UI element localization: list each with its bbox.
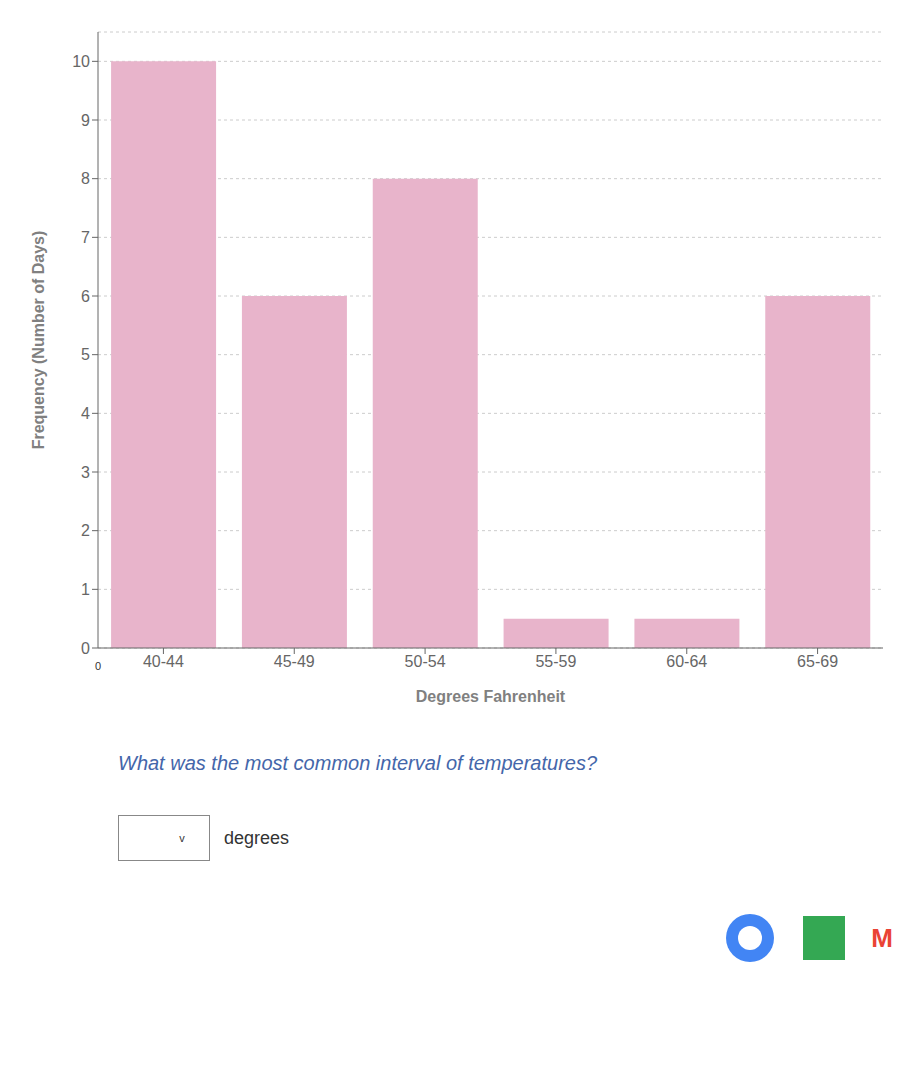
svg-text:4: 4 [81,405,90,422]
svg-text:55-59: 55-59 [535,653,576,670]
svg-text:8: 8 [81,170,90,187]
svg-text:7: 7 [81,229,90,246]
svg-text:60-64: 60-64 [666,653,707,670]
svg-text:3: 3 [81,464,90,481]
svg-text:1: 1 [81,581,90,598]
html-text:0: 0 [94,660,102,672]
svg-text:45-49: 45-49 [274,653,315,670]
svg-text:0: 0 [81,640,90,657]
svg-text:40-44: 40-44 [143,653,184,670]
svg-text:6: 6 [81,288,90,305]
html-text:degrees: degrees [224,827,290,848]
svg-text:65-69: 65-69 [797,653,838,670]
svg-text:5: 5 [81,346,90,363]
svg-text:50-54: 50-54 [405,653,446,670]
html-text:v: v [179,832,185,844]
svg-text:2: 2 [81,522,90,539]
svg-text:10: 10 [72,53,90,70]
html-text:M: M [871,922,893,953]
svg-text:9: 9 [81,112,90,129]
svg-text:Degrees Fahrenheit: Degrees Fahrenheit [416,688,566,705]
svg-text:Frequency (Number of Days): Frequency (Number of Days) [30,231,47,450]
html-text:What was the most common inter: What was the most common interval of tem… [118,752,598,774]
